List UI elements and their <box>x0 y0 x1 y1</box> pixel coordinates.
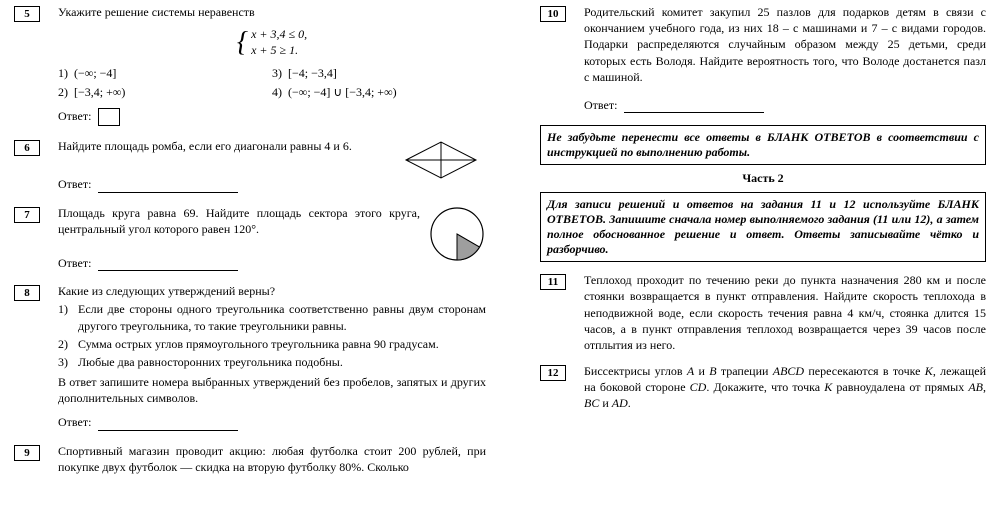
item-num: 2) <box>58 336 78 352</box>
opt-num: 4) <box>272 85 282 99</box>
opt-num: 1) <box>58 66 68 80</box>
task-11: 11 Теплоход проходит по течению реки до … <box>540 272 986 353</box>
opt-text: [−4; −3,4] <box>288 66 337 80</box>
formula-block: { x + 3,4 ≤ 0, x + 5 ≥ 1. <box>58 26 486 58</box>
task-note: В ответ запишите номера выбранных утверж… <box>58 374 486 406</box>
brace-icon: { <box>237 29 248 57</box>
task-8: 8 Какие из следующих утверждений верны? … <box>14 283 486 435</box>
task-7: 7 Площадь круга равна 69. Найдите площад… <box>14 205 486 276</box>
task-body: Площадь круга равна 69. Найдите площадь … <box>58 205 486 276</box>
task-number-box: 7 <box>14 207 40 223</box>
task-10: 10 Родительский комитет закупил 25 пазло… <box>540 4 986 117</box>
reminder-box: Не забудьте перенести все ответы в БЛАНК… <box>540 125 986 165</box>
task-body: Найдите площадь ромба, если его диагонал… <box>58 138 486 196</box>
task-body: Спортивный магазин проводит акцию: любая… <box>58 443 486 475</box>
opt-text: [−3,4; +∞) <box>74 85 125 99</box>
task-prompt: Площадь круга равна 69. Найдите площадь … <box>58 205 486 237</box>
answer-label: Ответ: <box>58 415 91 429</box>
answer-label: Ответ: <box>584 98 617 112</box>
task-body: Какие из следующих утверждений верны? 1)… <box>58 283 486 435</box>
answer-underline[interactable] <box>98 430 238 431</box>
task-number-box: 8 <box>14 285 40 301</box>
task-number-box: 5 <box>14 6 40 22</box>
right-column: 10 Родительский комитет закупил 25 пазло… <box>500 0 1000 521</box>
task-12: 12 Биссектрисы углов A и B трапеции ABCD… <box>540 363 986 412</box>
task-prompt: Теплоход проходит по течению реки до пун… <box>584 272 986 353</box>
item-text: Любые два равносторонних треугольника по… <box>78 354 486 370</box>
answer-underline[interactable] <box>624 112 764 113</box>
task-prompt: Укажите решение системы неравенств <box>58 4 486 20</box>
answer-underline[interactable] <box>98 192 238 193</box>
task-body: Теплоход проходит по течению реки до пун… <box>584 272 986 353</box>
task-number-box: 11 <box>540 274 566 290</box>
item-text: Сумма острых углов прямоугольного треуго… <box>78 336 486 352</box>
item-num: 3) <box>58 354 78 370</box>
task-number-box: 10 <box>540 6 566 22</box>
answer-label: Ответ: <box>58 177 91 191</box>
opt-text: (−∞; −4] ∪ [−3,4; +∞) <box>288 85 397 99</box>
part-2-title: Часть 2 <box>540 171 986 186</box>
task-9: 9 Спортивный магазин проводит акцию: люб… <box>14 443 486 475</box>
task-prompt: Какие из следующих утверждений верны? <box>58 283 486 299</box>
opt-text: (−∞; −4] <box>74 66 116 80</box>
item-text: Если две стороны одного треугольника соо… <box>78 301 486 333</box>
answer-label: Ответ: <box>58 109 91 123</box>
item-num: 1) <box>58 301 78 333</box>
instructions-box: Для записи решений и ответов на задания … <box>540 192 986 262</box>
task-number-box: 12 <box>540 365 566 381</box>
task-body: Биссектрисы углов A и B трапеции ABCD пе… <box>584 363 986 412</box>
task-prompt: Родительский комитет закупил 25 пазлов д… <box>584 4 986 85</box>
left-column: 5 Укажите решение системы неравенств { x… <box>0 0 500 521</box>
task-prompt: Биссектрисы углов A и B трапеции ABCD пе… <box>584 363 986 412</box>
task-body: Родительский комитет закупил 25 пазлов д… <box>584 4 986 117</box>
task-number-box: 9 <box>14 445 40 461</box>
pie-sector-icon <box>428 205 486 263</box>
opt-num: 3) <box>272 66 282 80</box>
answer-box[interactable] <box>98 108 120 126</box>
task-body: Укажите решение системы неравенств { x +… <box>58 4 486 130</box>
answer-label: Ответ: <box>58 256 91 270</box>
rhombus-icon <box>396 138 486 182</box>
answer-underline[interactable] <box>98 270 238 271</box>
formula-line-2: x + 5 ≥ 1. <box>251 43 298 57</box>
opt-num: 2) <box>58 85 68 99</box>
task-6: 6 Найдите площадь ромба, если его диагон… <box>14 138 486 196</box>
task-number-box: 6 <box>14 140 40 156</box>
task-5: 5 Укажите решение системы неравенств { x… <box>14 4 486 130</box>
formula-line-1: x + 3,4 ≤ 0, <box>251 27 307 41</box>
task-prompt: Спортивный магазин проводит акцию: любая… <box>58 443 486 475</box>
